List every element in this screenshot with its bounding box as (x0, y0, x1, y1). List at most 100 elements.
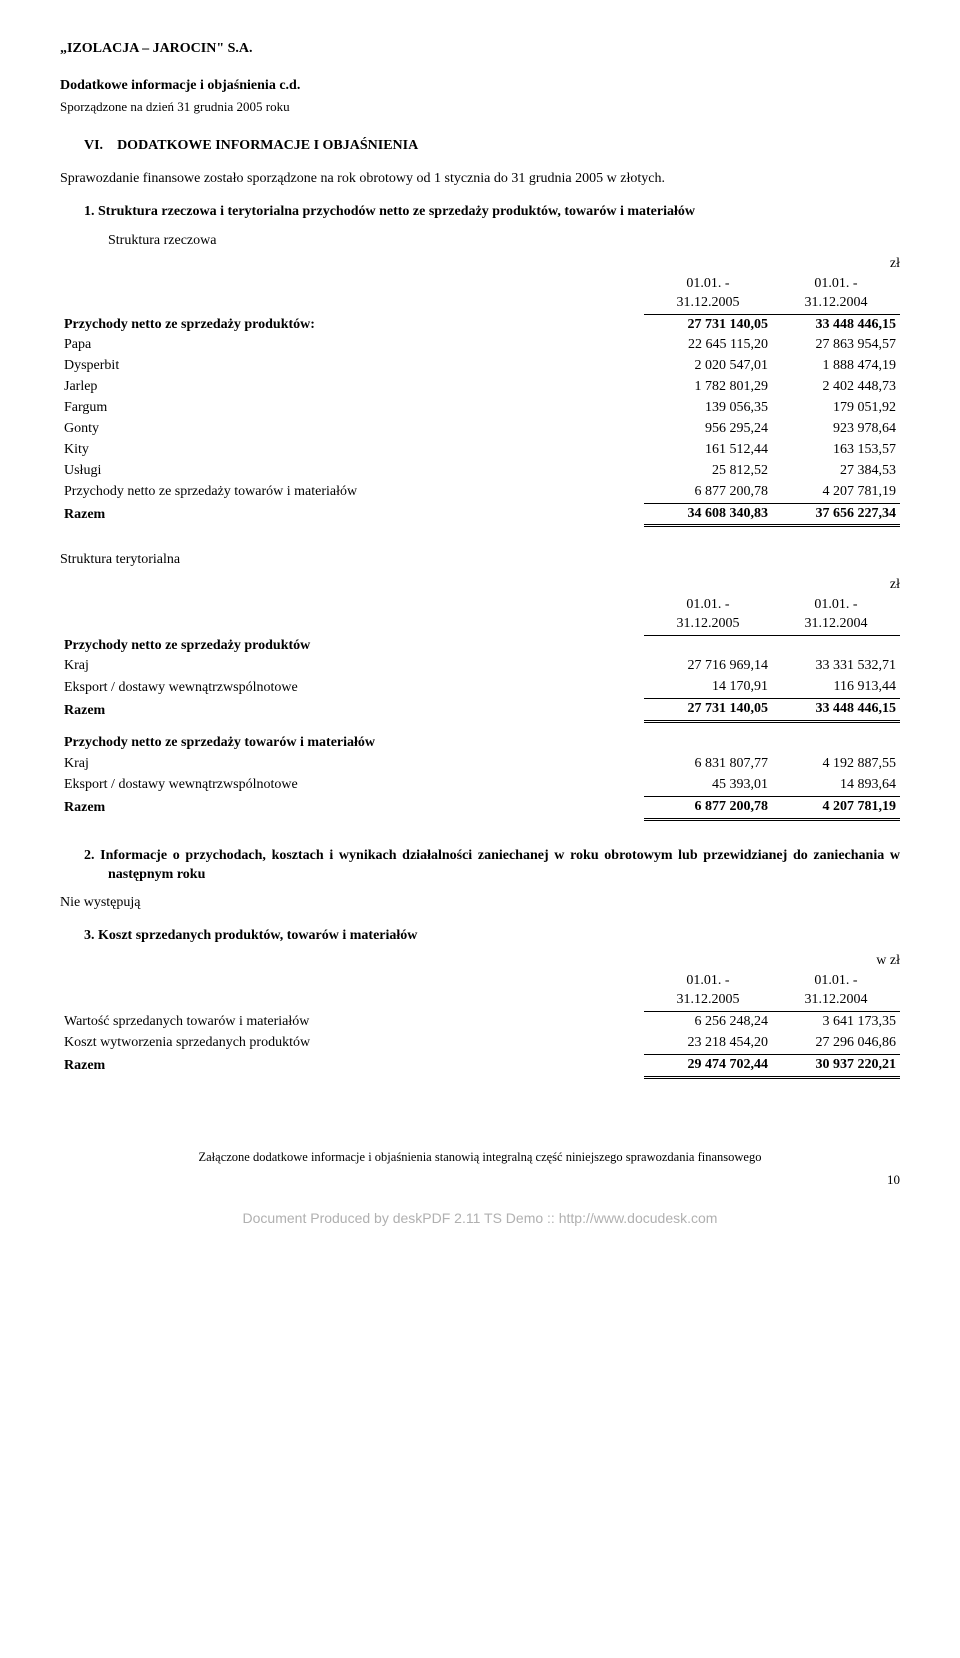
row-value-1: 6 256 248,24 (644, 1011, 772, 1032)
row-value-1: 2 020 547,01 (644, 356, 772, 377)
row-value-2: 1 888 474,19 (772, 356, 900, 377)
row-label: Razem (60, 503, 644, 526)
row-value-2: 4 207 781,19 (772, 482, 900, 503)
pdf-watermark: Document Produced by deskPDF 2.11 TS Dem… (60, 1209, 900, 1228)
table-row: Koszt wytworzenia sprzedanych produktów2… (60, 1033, 900, 1054)
row-label: Przychody netto ze sprzedaży towarów i m… (60, 733, 644, 754)
row-label: Papa (60, 335, 644, 356)
row-label: Przychody netto ze sprzedaży produktów: (60, 314, 644, 335)
table-row: Fargum139 056,35179 051,92 (60, 398, 900, 419)
period-col-1b: 01.01. - 31.12.2005 (644, 595, 772, 635)
section-heading: VI. DODATKOWE INFORMACJE I OBJAŚNIENIA (84, 137, 900, 156)
table-row: Kraj6 831 807,774 192 887,55 (60, 754, 900, 775)
item-1: 1. Struktura rzeczowa i terytorialna prz… (84, 203, 900, 222)
row-value-1: 27 716 969,14 (644, 656, 772, 677)
row-value-2: 27 863 954,57 (772, 335, 900, 356)
table-struktura-terytorialna-produkty: 01.01. - 31.12.2005 01.01. - 31.12.2004 … (60, 595, 900, 723)
row-value-1: 14 170,91 (644, 677, 772, 698)
row-label: Przychody netto ze sprzedaży towarów i m… (60, 482, 644, 503)
table-row: Jarlep1 782 801,292 402 448,73 (60, 377, 900, 398)
table-row: Przychody netto ze sprzedaży towarów i m… (60, 482, 900, 503)
table-row: Przychody netto ze sprzedaży produktów:2… (60, 314, 900, 335)
table-row: Eksport / dostawy wewnątrzwspólnotowe45 … (60, 775, 900, 796)
item-2-body: Nie występują (60, 894, 900, 913)
row-label: Gonty (60, 419, 644, 440)
unit-label-2: zł (60, 576, 900, 595)
row-label: Kity (60, 440, 644, 461)
row-label: Razem (60, 1054, 644, 1077)
table-row: Wartość sprzedanych towarów i materiałów… (60, 1011, 900, 1032)
row-value-2: 116 913,44 (772, 677, 900, 698)
row-value-1: 139 056,35 (644, 398, 772, 419)
row-value-2: 33 448 446,15 (772, 699, 900, 722)
item-3: 3. Koszt sprzedanych produktów, towarów … (84, 927, 900, 946)
row-value-1: 956 295,24 (644, 419, 772, 440)
table-row: Usługi25 812,5227 384,53 (60, 461, 900, 482)
table-row: Razem29 474 702,4430 937 220,21 (60, 1054, 900, 1077)
period-col-2b: 01.01. - 31.12.2004 (772, 595, 900, 635)
row-value-2: 4 207 781,19 (772, 796, 900, 819)
row-value-2: 30 937 220,21 (772, 1054, 900, 1077)
row-value-1: 22 645 115,20 (644, 335, 772, 356)
row-label: Fargum (60, 398, 644, 419)
doc-subtitle: Sporządzone na dzień 31 grudnia 2005 rok… (60, 98, 900, 116)
row-value-1: 27 731 140,05 (644, 314, 772, 335)
row-value-2: 163 153,57 (772, 440, 900, 461)
row-value-2: 14 893,64 (772, 775, 900, 796)
row-value-1: 25 812,52 (644, 461, 772, 482)
row-value-2: 33 331 532,71 (772, 656, 900, 677)
row-value-1: 45 393,01 (644, 775, 772, 796)
row-value-1: 6 877 200,78 (644, 796, 772, 819)
table-struktura-terytorialna-towary: Przychody netto ze sprzedaży towarów i m… (60, 733, 900, 821)
table-row: Razem6 877 200,784 207 781,19 (60, 796, 900, 819)
row-value-1: 6 831 807,77 (644, 754, 772, 775)
row-label: Kraj (60, 754, 644, 775)
row-label: Dysperbit (60, 356, 644, 377)
row-label: Razem (60, 699, 644, 722)
table-row: Papa22 645 115,2027 863 954,57 (60, 335, 900, 356)
company-name: „IZOLACJA – JAROCIN" S.A. (60, 40, 900, 59)
row-value-1: 27 731 140,05 (644, 699, 772, 722)
struct-rzeczowa-label: Struktura rzeczowa (108, 232, 900, 251)
row-label: Kraj (60, 656, 644, 677)
row-value-1: 23 218 454,20 (644, 1033, 772, 1054)
table-row: Przychody netto ze sprzedaży towarów i m… (60, 733, 900, 754)
intro-paragraph: Sprawozdanie finansowe zostało sporządzo… (60, 170, 900, 189)
row-value-2 (772, 636, 900, 657)
row-label: Wartość sprzedanych towarów i materiałów (60, 1011, 644, 1032)
row-label: Koszt wytworzenia sprzedanych produktów (60, 1033, 644, 1054)
row-value-1: 1 782 801,29 (644, 377, 772, 398)
row-label: Eksport / dostawy wewnątrzwspólnotowe (60, 677, 644, 698)
row-value-2 (772, 733, 900, 754)
period-col-2: 01.01. - 31.12.2004 (772, 274, 900, 314)
row-value-2: 37 656 227,34 (772, 503, 900, 526)
roman-num: VI. (84, 138, 103, 153)
row-label: Przychody netto ze sprzedaży produktów (60, 636, 644, 657)
row-value-2: 33 448 446,15 (772, 314, 900, 335)
table-row: Gonty956 295,24923 978,64 (60, 419, 900, 440)
table-row: Razem34 608 340,8337 656 227,34 (60, 503, 900, 526)
row-value-1: 29 474 702,44 (644, 1054, 772, 1077)
struct-terytorialna-label: Struktura terytorialna (60, 551, 900, 570)
row-value-1: 34 608 340,83 (644, 503, 772, 526)
row-value-2: 27 384,53 (772, 461, 900, 482)
table-row: Eksport / dostawy wewnątrzwspólnotowe14 … (60, 677, 900, 698)
period-col-1c: 01.01. - 31.12.2005 (644, 971, 772, 1011)
row-label: Eksport / dostawy wewnątrzwspólnotowe (60, 775, 644, 796)
row-value-2: 4 192 887,55 (772, 754, 900, 775)
row-value-2: 2 402 448,73 (772, 377, 900, 398)
page-number: 10 (60, 1171, 900, 1189)
row-value-2: 923 978,64 (772, 419, 900, 440)
table-koszt-sprzedanych: 01.01. - 31.12.2005 01.01. - 31.12.2004 … (60, 971, 900, 1078)
row-label: Razem (60, 796, 644, 819)
period-col-2c: 01.01. - 31.12.2004 (772, 971, 900, 1011)
row-label: Jarlep (60, 377, 644, 398)
table-struktura-rzeczowa: 01.01. - 31.12.2005 01.01. - 31.12.2004 … (60, 274, 900, 528)
doc-title: Dodatkowe informacje i objaśnienia c.d. (60, 77, 900, 96)
table-row: Przychody netto ze sprzedaży produktów (60, 636, 900, 657)
unit-label-3: w zł (60, 952, 900, 971)
period-col-1: 01.01. - 31.12.2005 (644, 274, 772, 314)
table-row: Kity161 512,44163 153,57 (60, 440, 900, 461)
table-row: Razem27 731 140,0533 448 446,15 (60, 699, 900, 722)
row-value-1: 6 877 200,78 (644, 482, 772, 503)
